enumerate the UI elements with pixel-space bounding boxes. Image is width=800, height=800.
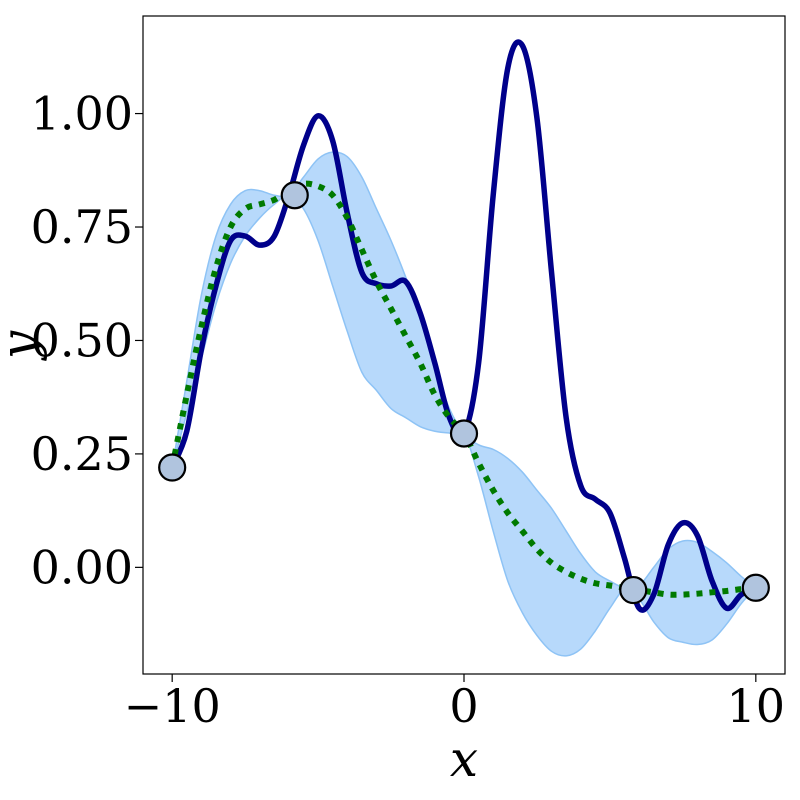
confidence-band: [171, 151, 757, 657]
observation-point: [449, 419, 479, 448]
observation-point: [158, 453, 187, 482]
y-tick-label: 1.00: [31, 87, 133, 141]
y-tick-label: 0.50: [31, 313, 133, 367]
y-tick-label: 0.75: [31, 200, 133, 254]
observation-point: [741, 573, 770, 602]
observation-point: [619, 575, 648, 605]
x-axis-label: x: [450, 730, 478, 788]
axis-ticks: −10 0 10 0.00 0.25 0.50 0.75 1.00: [31, 87, 786, 733]
true-function-line: [169, 39, 759, 613]
x-tick-label: −10: [124, 679, 221, 733]
x-tick-label: 10: [727, 679, 786, 733]
observation-point: [280, 181, 309, 210]
y-axis-label: y: [0, 330, 48, 361]
y-tick-label: 0.25: [31, 427, 133, 481]
x-tick-label: 0: [449, 679, 478, 733]
y-tick-label: 0.00: [31, 540, 133, 594]
plot-area: [158, 39, 770, 657]
